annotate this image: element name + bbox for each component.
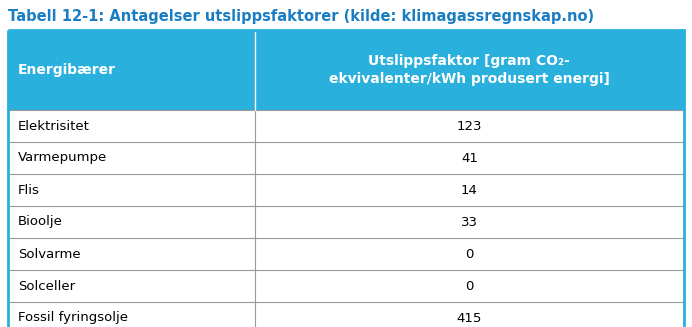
Bar <box>8 302 684 327</box>
Text: Energibærer: Energibærer <box>18 63 116 77</box>
Bar <box>8 142 684 174</box>
Text: Varmepumpe: Varmepumpe <box>18 151 107 164</box>
Text: 0: 0 <box>465 248 473 261</box>
Text: 123: 123 <box>457 119 482 132</box>
Bar <box>8 270 684 302</box>
Text: Elektrisitet: Elektrisitet <box>18 119 90 132</box>
Text: 415: 415 <box>457 312 482 324</box>
Text: Flis: Flis <box>18 183 40 197</box>
Bar <box>8 174 684 206</box>
Text: 41: 41 <box>461 151 477 164</box>
Text: 0: 0 <box>465 280 473 292</box>
Text: Utslippsfaktor [gram CO₂-
ekvivalenter/kWh produsert energi]: Utslippsfaktor [gram CO₂- ekvivalenter/k… <box>329 54 610 86</box>
Bar <box>8 206 684 238</box>
Text: Solvarme: Solvarme <box>18 248 81 261</box>
Text: Fossil fyringsolje: Fossil fyringsolje <box>18 312 128 324</box>
Bar <box>8 110 684 142</box>
Text: Solceller: Solceller <box>18 280 75 292</box>
Text: 14: 14 <box>461 183 477 197</box>
Bar <box>8 30 684 110</box>
Text: 33: 33 <box>461 215 478 229</box>
Text: Tabell 12-1: Antagelser utslippsfaktorer (kilde: klimagassregnskap.no): Tabell 12-1: Antagelser utslippsfaktorer… <box>8 9 594 24</box>
Text: Bioolje: Bioolje <box>18 215 63 229</box>
Bar <box>8 238 684 270</box>
